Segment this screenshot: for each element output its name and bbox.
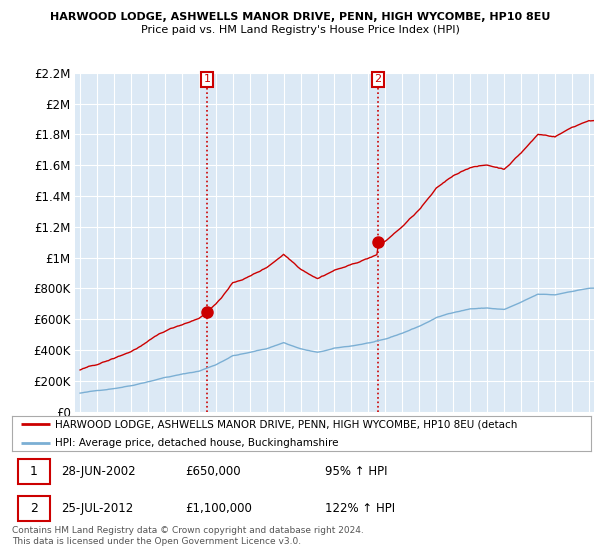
Text: 1: 1 [30,465,38,478]
Text: 28-JUN-2002: 28-JUN-2002 [61,465,136,478]
Text: HARWOOD LODGE, ASHWELLS MANOR DRIVE, PENN, HIGH WYCOMBE, HP10 8EU (detach: HARWOOD LODGE, ASHWELLS MANOR DRIVE, PEN… [55,419,518,430]
Text: 95% ↑ HPI: 95% ↑ HPI [325,465,387,478]
Text: £1,100,000: £1,100,000 [186,502,253,515]
Text: 2: 2 [374,74,382,85]
Text: HPI: Average price, detached house, Buckinghamshire: HPI: Average price, detached house, Buck… [55,438,339,448]
Text: 2: 2 [30,502,38,515]
Text: 25-JUL-2012: 25-JUL-2012 [61,502,133,515]
FancyBboxPatch shape [18,496,50,521]
Text: 122% ↑ HPI: 122% ↑ HPI [325,502,395,515]
Text: £650,000: £650,000 [186,465,241,478]
Text: HARWOOD LODGE, ASHWELLS MANOR DRIVE, PENN, HIGH WYCOMBE, HP10 8EU: HARWOOD LODGE, ASHWELLS MANOR DRIVE, PEN… [50,12,550,22]
Text: 1: 1 [203,74,211,85]
Text: Contains HM Land Registry data © Crown copyright and database right 2024.
This d: Contains HM Land Registry data © Crown c… [12,526,364,546]
FancyBboxPatch shape [18,459,50,484]
Text: Price paid vs. HM Land Registry's House Price Index (HPI): Price paid vs. HM Land Registry's House … [140,25,460,35]
